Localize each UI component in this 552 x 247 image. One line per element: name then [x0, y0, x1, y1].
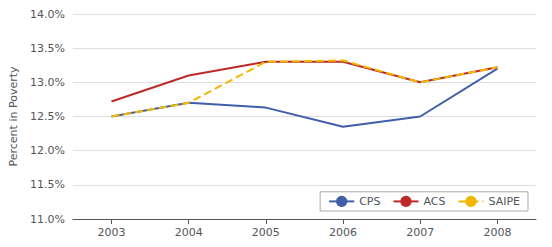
svg-text:14.0%: 14.0% — [30, 8, 65, 21]
svg-text:Percent in Poverty: Percent in Poverty — [7, 66, 20, 166]
svg-text:2007: 2007 — [406, 226, 434, 239]
svg-text:SAIPE: SAIPE — [488, 195, 520, 208]
svg-text:12.0%: 12.0% — [30, 144, 65, 157]
svg-text:11.5%: 11.5% — [30, 178, 65, 191]
svg-text:11.0%: 11.0% — [30, 213, 65, 226]
svg-text:2004: 2004 — [175, 226, 203, 239]
svg-text:13.0%: 13.0% — [30, 76, 65, 89]
svg-text:12.5%: 12.5% — [30, 110, 65, 123]
svg-text:ACS: ACS — [423, 195, 445, 208]
svg-text:2006: 2006 — [329, 226, 357, 239]
svg-text:CPS: CPS — [359, 195, 380, 208]
svg-text:2003: 2003 — [97, 226, 125, 239]
svg-text:2005: 2005 — [252, 226, 280, 239]
svg-text:2008: 2008 — [483, 226, 511, 239]
svg-text:13.5%: 13.5% — [30, 42, 65, 55]
